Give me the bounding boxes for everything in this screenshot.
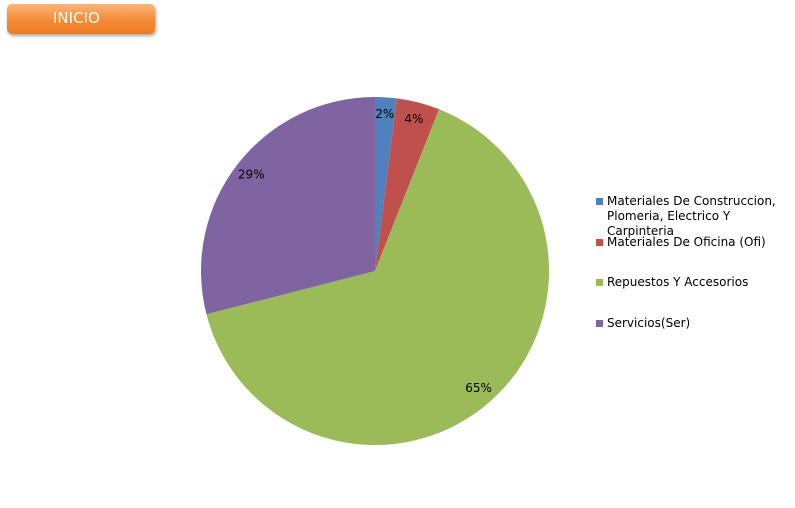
legend-item: Repuestos Y Accesorios bbox=[596, 275, 791, 290]
legend-swatch bbox=[596, 198, 603, 205]
data-label: 29% bbox=[238, 168, 265, 182]
legend-label: Repuestos Y Accesorios bbox=[607, 275, 749, 289]
legend-label: Servicios(Ser) bbox=[607, 316, 691, 330]
legend-label: Materiales De Construccion, Plomeria, El… bbox=[607, 194, 776, 238]
pie-slice bbox=[375, 98, 440, 271]
legend-item: Servicios(Ser) bbox=[596, 316, 791, 331]
legend-label: Materiales De Oficina (Ofi) bbox=[607, 235, 766, 249]
legend-item: Materiales De Oficina (Ofi) bbox=[596, 235, 791, 250]
legend-swatch bbox=[596, 239, 603, 246]
legend-swatch bbox=[596, 320, 603, 327]
data-label: 4% bbox=[404, 112, 423, 126]
pie-slice bbox=[206, 109, 549, 446]
data-label: 2% bbox=[375, 107, 394, 121]
data-label: 65% bbox=[465, 381, 492, 395]
home-button[interactable]: INICIO bbox=[7, 4, 155, 34]
pie-slice bbox=[375, 97, 397, 271]
legend-swatch bbox=[596, 279, 603, 286]
legend-item: Materiales De Construccion, Plomeria, El… bbox=[596, 194, 791, 239]
pie-slice bbox=[201, 97, 375, 315]
